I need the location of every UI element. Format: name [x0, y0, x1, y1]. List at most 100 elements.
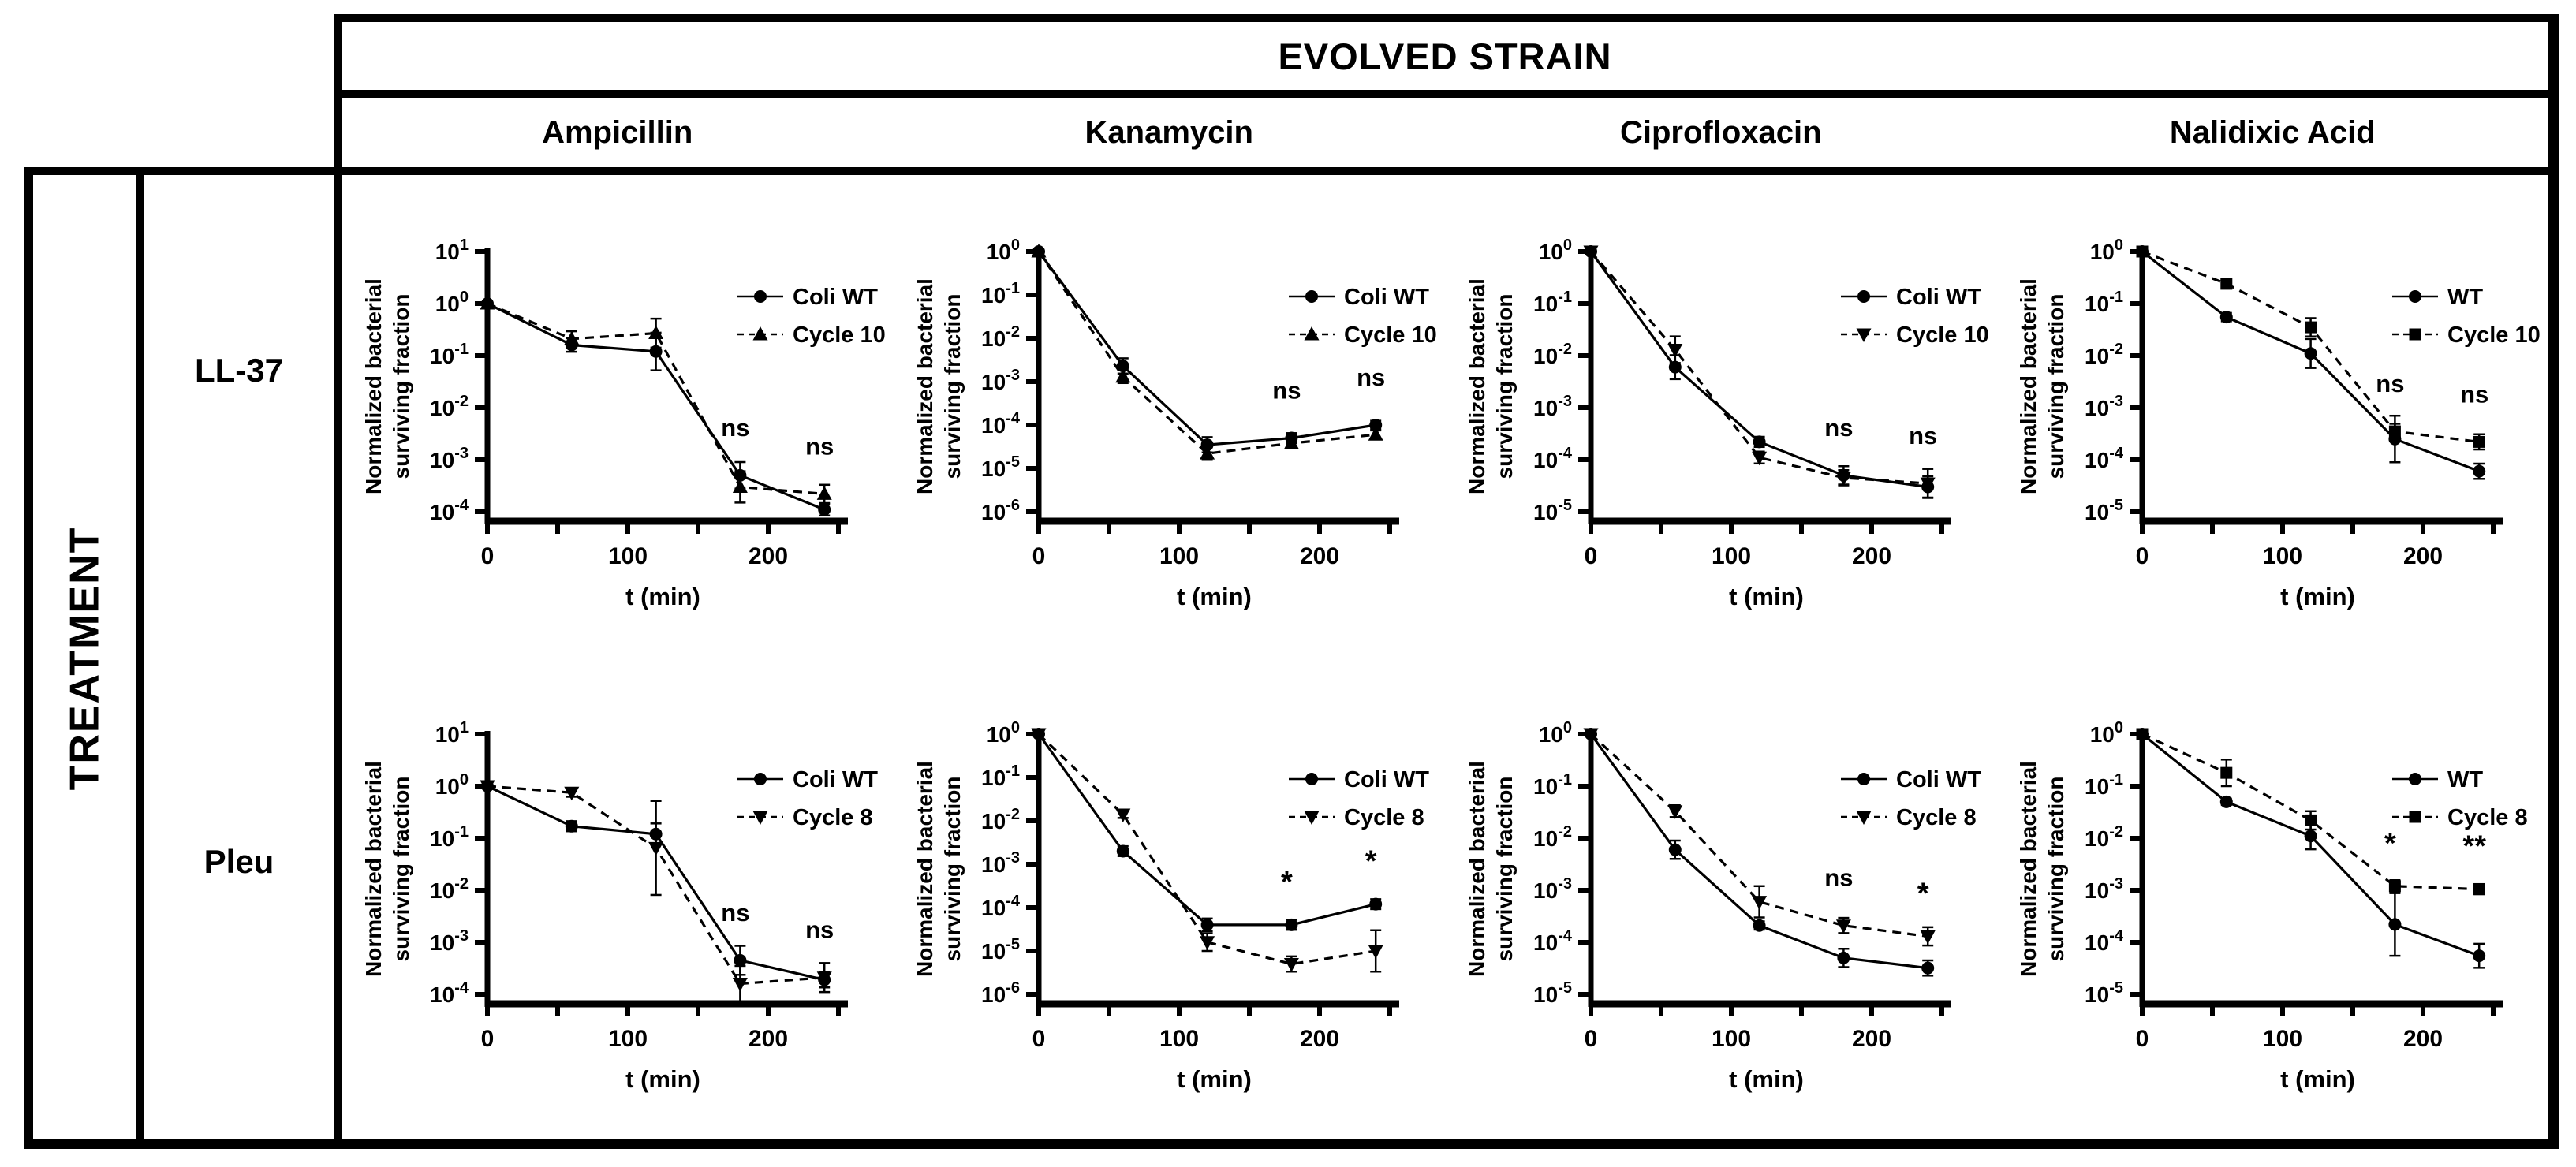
svg-text:10-5: 10-5 — [981, 936, 1020, 964]
column-header-ciprofloxacin: Ciprofloxacin — [1619, 114, 1822, 150]
svg-text:100: 100 — [608, 1026, 648, 1052]
svg-text:Cycle 10: Cycle 10 — [1896, 323, 1989, 348]
column-header-ampicillin: Ampicillin — [542, 114, 693, 150]
row-label-pleu: Pleu — [203, 843, 274, 880]
svg-text:10-1: 10-1 — [430, 823, 469, 851]
svg-text:*: * — [1917, 877, 1929, 910]
svg-text:0: 0 — [1032, 1026, 1046, 1052]
svg-text:10-3: 10-3 — [1533, 875, 1572, 903]
svg-text:Normalized bacterial: Normalized bacterial — [1465, 761, 1489, 977]
svg-text:100: 100 — [2263, 1026, 2302, 1052]
svg-text:10-5: 10-5 — [1533, 497, 1572, 524]
svg-text:10-4: 10-4 — [2085, 927, 2124, 955]
svg-text:10-3: 10-3 — [430, 927, 469, 955]
svg-text:10-4: 10-4 — [1533, 445, 1573, 472]
svg-text:101: 101 — [435, 719, 469, 747]
svg-text:200: 200 — [1300, 543, 1339, 569]
svg-text:10-3: 10-3 — [430, 445, 469, 472]
svg-text:t (min): t (min) — [625, 1065, 700, 1093]
svg-text:10-4: 10-4 — [981, 410, 1021, 438]
svg-text:100: 100 — [608, 543, 648, 569]
svg-text:10-1: 10-1 — [1533, 289, 1572, 316]
svg-text:10-3: 10-3 — [981, 367, 1020, 394]
svg-text:10-5: 10-5 — [1533, 979, 1572, 1007]
svg-text:10-1: 10-1 — [1533, 771, 1572, 799]
svg-text:10-4: 10-4 — [1533, 927, 1573, 955]
svg-text:10-2: 10-2 — [430, 875, 469, 903]
svg-text:Normalized bacterial: Normalized bacterial — [2016, 761, 2040, 977]
svg-text:100: 100 — [987, 237, 1020, 264]
plot-pleu-nalidixic-acid: 100 10-1 10-2 10-3 10-4 10-5 0 100 200 t (min) Nor… — [1996, 659, 2548, 1142]
svg-text:10-1: 10-1 — [2085, 289, 2123, 316]
svg-text:10-1: 10-1 — [981, 280, 1020, 308]
row-label-column-divider — [334, 175, 342, 1141]
svg-text:Coli WT: Coli WT — [1896, 767, 1981, 792]
svg-text:surviving fraction: surviving fraction — [940, 777, 965, 962]
svg-text:0: 0 — [1585, 543, 1598, 569]
svg-text:10-2: 10-2 — [2085, 341, 2123, 368]
svg-text:Normalized bacterial: Normalized bacterial — [1465, 278, 1489, 494]
plot-pleu-kanamycin: 100 10-1 10-2 10-3 10-4 10-5 10-6 0 100 200 t (min… — [893, 659, 1444, 1142]
svg-text:Coli WT: Coli WT — [1344, 767, 1429, 792]
treatment-column-divider — [136, 175, 144, 1141]
svg-text:10-3: 10-3 — [981, 849, 1020, 877]
table-frame — [24, 167, 2559, 1149]
svg-text:10-1: 10-1 — [981, 762, 1020, 790]
svg-text:100: 100 — [987, 719, 1020, 747]
svg-text:Cycle 10: Cycle 10 — [793, 323, 886, 348]
svg-text:100: 100 — [435, 771, 469, 799]
svg-text:surviving fraction: surviving fraction — [389, 777, 413, 962]
svg-text:100: 100 — [435, 289, 469, 316]
svg-text:200: 200 — [749, 1026, 788, 1052]
plot-pleu-ampicillin: 101 100 10-1 10-2 10-3 10-4 0 100 200 t (min) Norm… — [342, 659, 893, 1142]
svg-text:ns: ns — [1824, 864, 1853, 892]
svg-text:0: 0 — [1585, 1026, 1598, 1052]
svg-text:ns: ns — [1824, 414, 1853, 442]
svg-text:ns: ns — [2376, 370, 2404, 397]
svg-text:WT: WT — [2447, 767, 2483, 792]
svg-text:t (min): t (min) — [2280, 583, 2355, 610]
svg-text:100: 100 — [1539, 719, 1572, 747]
svg-text:10-3: 10-3 — [2085, 875, 2123, 903]
svg-text:surviving fraction: surviving fraction — [1492, 777, 1517, 962]
svg-text:101: 101 — [435, 237, 469, 264]
svg-text:*: * — [1365, 845, 1377, 878]
svg-text:10-4: 10-4 — [2085, 445, 2124, 472]
svg-text:200: 200 — [1300, 1026, 1339, 1052]
svg-text:Cycle 8: Cycle 8 — [2447, 805, 2528, 830]
svg-text:t (min): t (min) — [2280, 1065, 2355, 1093]
drug-header-row: Ampicillin Kanamycin Ciprofloxacin Nalid… — [334, 98, 2559, 167]
column-header-kanamycin: Kanamycin — [1085, 114, 1253, 150]
evolved-strain-title: EVOLVED STRAIN — [1278, 35, 1612, 77]
svg-text:ns: ns — [721, 899, 749, 927]
svg-text:10-2: 10-2 — [981, 323, 1020, 351]
svg-text:ns: ns — [2460, 380, 2488, 408]
svg-text:*: * — [2384, 827, 2396, 860]
svg-text:10-5: 10-5 — [2085, 979, 2123, 1007]
svg-text:surviving fraction: surviving fraction — [2044, 777, 2068, 962]
svg-text:Cycle 10: Cycle 10 — [2447, 323, 2541, 348]
svg-text:ns: ns — [805, 916, 834, 944]
svg-text:**: ** — [2462, 830, 2486, 863]
svg-text:Cycle 8: Cycle 8 — [1896, 805, 1977, 830]
svg-text:10-6: 10-6 — [981, 979, 1020, 1007]
plot-ll37-ampicillin: 101 100 10-1 10-2 10-3 10-4 0 100 200 t (min) Norm… — [342, 177, 893, 659]
svg-text:surviving fraction: surviving fraction — [2044, 294, 2068, 479]
svg-text:100: 100 — [1159, 543, 1199, 569]
svg-text:WT: WT — [2447, 285, 2483, 310]
svg-text:10-2: 10-2 — [2085, 823, 2123, 851]
svg-text:0: 0 — [1032, 543, 1046, 569]
svg-text:Coli WT: Coli WT — [793, 285, 878, 310]
column-header-nalidixic-acid: Nalidixic Acid — [2169, 114, 2376, 150]
svg-text:10-3: 10-3 — [2085, 393, 2123, 420]
svg-text:ns: ns — [1909, 422, 1937, 449]
plot-ll37-ciprofloxacin: 100 10-1 10-2 10-3 10-4 10-5 0 100 200 t (min) Nor… — [1445, 177, 1996, 659]
svg-text:10-4: 10-4 — [430, 497, 469, 524]
plot-ll37-kanamycin: 100 10-1 10-2 10-3 10-4 10-5 10-6 0 100 200 t (min… — [893, 177, 1444, 659]
svg-text:200: 200 — [749, 543, 788, 569]
svg-text:10-3: 10-3 — [1533, 393, 1572, 420]
svg-text:Coli WT: Coli WT — [1344, 285, 1429, 310]
svg-text:100: 100 — [1539, 237, 1572, 264]
svg-text:10-2: 10-2 — [1533, 823, 1572, 851]
svg-text:100: 100 — [2263, 543, 2302, 569]
